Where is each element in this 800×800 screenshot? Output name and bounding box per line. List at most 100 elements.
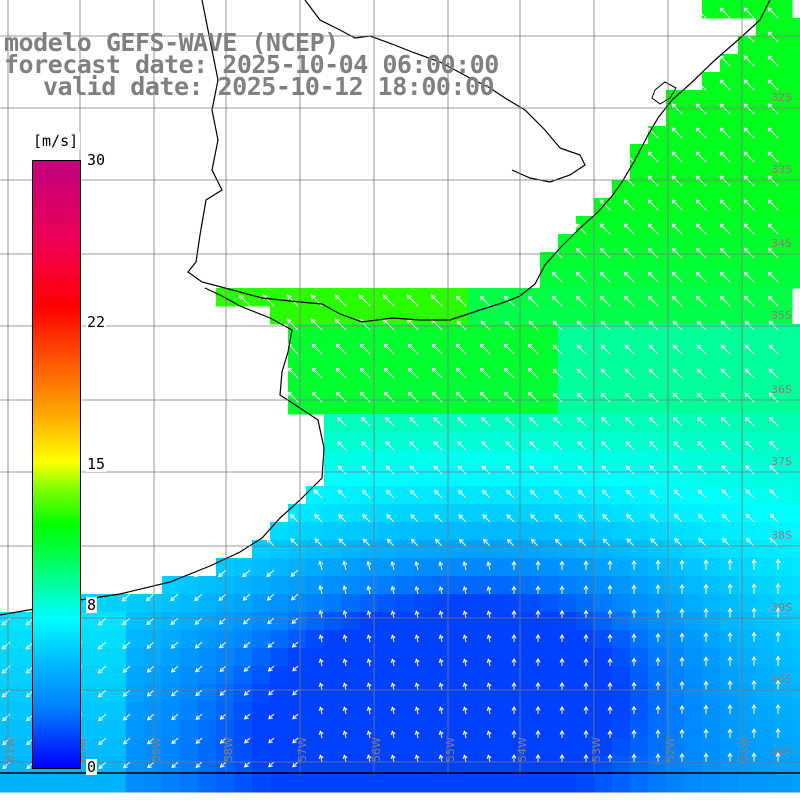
wind-speed-cell [774, 486, 793, 505]
wind-speed-cell [198, 684, 217, 703]
wind-vector [559, 609, 565, 619]
wind-speed-cell [144, 630, 163, 649]
wind-speed-cell [756, 252, 775, 271]
wind-speed-cell [558, 612, 577, 631]
wind-speed-cell [18, 648, 37, 667]
wind-speed-cell [522, 774, 541, 793]
wind-vector [243, 737, 251, 744]
wind-vector [577, 465, 587, 475]
wind-speed-cell [702, 0, 721, 19]
wind-speed-cell [576, 342, 595, 361]
wind-vector [695, 103, 707, 115]
wind-speed-cell [180, 720, 199, 739]
wind-speed-cell [396, 414, 415, 433]
wind-speed-cell [486, 324, 505, 343]
wind-vector [655, 559, 661, 571]
wind-vector [433, 489, 443, 499]
wind-vector [767, 151, 779, 163]
wind-speed-cell [702, 648, 721, 667]
wind-speed-cell [684, 108, 703, 127]
wind-speed-cell [198, 612, 217, 631]
wind-vector [336, 416, 347, 427]
wind-speed-cell [522, 396, 541, 415]
wind-speed-cell [630, 522, 649, 541]
wind-vector [720, 320, 731, 331]
wind-speed-cell [684, 486, 703, 505]
wind-speed-cell [522, 756, 541, 775]
longitude-label: 55W [444, 737, 457, 762]
wind-vector [455, 295, 467, 307]
wind-speed-cell [522, 738, 541, 757]
wind-speed-cell [234, 288, 253, 307]
wind-vector [631, 753, 637, 763]
wind-speed-cell [324, 324, 343, 343]
wind-speed-cell [576, 414, 595, 433]
colorbar-unit: [m/s] [31, 132, 81, 150]
wind-speed-cell [522, 540, 541, 559]
coastline-lagoon-mirim [651, 81, 677, 105]
wind-speed-cell [324, 342, 343, 361]
wind-vector [583, 584, 589, 595]
wind-speed-cell [162, 756, 181, 775]
wind-speed-cell [540, 666, 559, 685]
wind-speed-cell [684, 360, 703, 379]
wind-vector [775, 655, 781, 667]
wind-speed-cell [360, 432, 379, 451]
wind-vector [623, 247, 635, 259]
wind-vector [430, 294, 443, 307]
wind-speed-cell [504, 378, 523, 397]
wind-speed-cell [720, 630, 739, 649]
wind-speed-cell [540, 324, 559, 343]
wind-vector [318, 658, 324, 667]
wind-vector [631, 559, 637, 571]
wind-speed-cell [792, 198, 800, 217]
wind-vector [697, 489, 707, 499]
wind-speed-cell [792, 684, 800, 703]
wind-speed-cell [612, 414, 631, 433]
wind-vector [366, 658, 372, 667]
wind-speed-cell [324, 774, 343, 793]
wind-speed-cell [648, 342, 667, 361]
wind-vector [335, 343, 347, 355]
wind-vector [607, 609, 613, 619]
wind-speed-cell [774, 342, 793, 361]
wind-vector [267, 617, 275, 625]
wind-vector [311, 367, 323, 379]
wind-vector [409, 489, 419, 499]
wind-vector [767, 79, 779, 91]
wind-speed-cell [756, 288, 775, 307]
wind-speed-cell [612, 756, 631, 775]
wind-speed-cell [450, 774, 469, 793]
wind-speed-cell [432, 576, 451, 595]
wind-vector [366, 706, 372, 715]
wind-vector [366, 754, 372, 763]
wind-vector [1, 641, 11, 650]
wind-speed-cell [432, 540, 451, 559]
wind-vector [743, 151, 755, 163]
wind-speed-cell [450, 522, 469, 541]
wind-speed-cell [792, 378, 800, 397]
wind-speed-cell [612, 180, 631, 199]
wind-speed-cell [450, 612, 469, 631]
wind-speed-cell [666, 648, 685, 667]
wind-vector [342, 585, 348, 595]
wind-speed-cell [558, 666, 577, 685]
wind-vector [696, 344, 707, 355]
wind-speed-cell [792, 270, 800, 289]
wind-vector [671, 271, 683, 283]
wind-vector [480, 320, 491, 331]
wind-speed-cell [756, 648, 775, 667]
wind-speed-cell [252, 720, 271, 739]
wind-speed-cell [396, 540, 415, 559]
wind-vector [671, 151, 683, 163]
wind-speed-cell [468, 684, 487, 703]
colorbar [32, 160, 81, 769]
wind-speed-cell [486, 450, 505, 469]
wind-vector [719, 7, 731, 19]
wind-speed-cell [792, 396, 800, 415]
wind-speed-cell [504, 432, 523, 451]
latitude-label: 39S [771, 601, 792, 614]
wind-speed-cell [684, 558, 703, 577]
wind-speed-cell [450, 468, 469, 487]
